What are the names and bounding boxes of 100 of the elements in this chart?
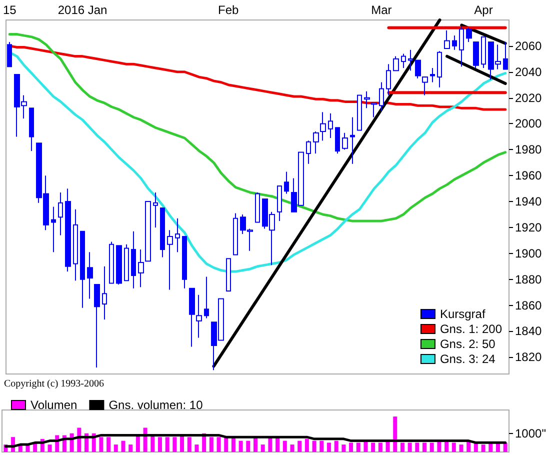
y-tick-label: 2040 (515, 64, 542, 79)
candlestick (277, 185, 282, 222)
candlestick (284, 171, 289, 194)
candlestick (481, 36, 486, 68)
bar (260, 444, 265, 452)
bar (128, 444, 133, 452)
y-tick-label: 1920 (515, 220, 542, 234)
candlestick (58, 192, 63, 236)
bar (334, 440, 338, 452)
candlestick (175, 218, 180, 253)
candlestick (452, 35, 457, 50)
candlestick (422, 76, 428, 96)
y-tick-label: 2000 (515, 116, 542, 131)
bar (415, 442, 420, 452)
bar (304, 438, 309, 452)
legend-label: Volumen (30, 398, 78, 412)
candlestick (350, 116, 355, 164)
bar (430, 442, 434, 452)
y-tick-label: 1900 (515, 246, 542, 260)
y-tick-label: 1860 (515, 298, 542, 312)
candlestick (87, 252, 93, 300)
bar (320, 440, 324, 452)
bar (378, 442, 382, 452)
x-tick-label: Apr (474, 3, 493, 17)
candlestick (102, 266, 107, 320)
bar (114, 444, 118, 452)
bar (99, 437, 104, 452)
bar (356, 442, 360, 452)
bar (216, 437, 221, 452)
legend-label: Gns. volumen: 10 (108, 398, 204, 412)
candlestick (153, 192, 158, 228)
candlestick (80, 230, 85, 308)
bar (165, 437, 170, 452)
bar (459, 444, 464, 452)
bar (121, 440, 126, 452)
candlestick (226, 258, 231, 292)
candlestick (160, 208, 165, 258)
candlestick (94, 284, 100, 368)
candlestick (342, 132, 348, 150)
candlestick (73, 208, 78, 282)
bar (312, 440, 316, 452)
candlestick (459, 26, 464, 68)
candlestick (408, 49, 413, 72)
y-tick-label: 1820 (515, 350, 542, 364)
x-tick-label: Feb (218, 3, 239, 17)
candlestick (196, 294, 202, 338)
candlestick (393, 56, 399, 72)
line-series (8, 33, 507, 222)
bar (371, 442, 376, 452)
legend-label: Kursgraf (440, 307, 486, 321)
bar (224, 437, 228, 452)
bar (48, 444, 52, 452)
bar (209, 437, 214, 452)
candlestick (167, 230, 173, 290)
x-tick-label: 15 (2, 3, 17, 17)
bar (481, 444, 486, 452)
bar (150, 435, 155, 452)
candlestick (124, 244, 129, 282)
candlestick (320, 112, 326, 142)
bar (393, 416, 398, 452)
candlestick (109, 241, 114, 284)
candlestick (131, 230, 136, 289)
candlestick (503, 42, 508, 70)
candlestick (7, 42, 12, 68)
candlestick (466, 27, 472, 43)
candlestick (233, 212, 238, 256)
y-tick-label: 1000" (515, 426, 546, 440)
bar (194, 444, 199, 452)
legend-label: Gns. 1: 200 (440, 322, 502, 336)
bar (246, 440, 250, 452)
candlestick (145, 201, 151, 262)
candlestick (65, 188, 71, 272)
legend-label: Gns. 3: 24 (440, 352, 496, 366)
candlestick (379, 82, 384, 112)
bar (326, 442, 331, 452)
candlestick (138, 249, 144, 288)
bar (342, 444, 346, 452)
y-tick-label: 1880 (515, 272, 542, 286)
bar (180, 435, 184, 452)
candlestick (430, 67, 435, 83)
bar (452, 442, 456, 452)
bar (172, 437, 177, 452)
y-tick-label: 1960 (515, 168, 542, 183)
candlestick (182, 236, 187, 289)
candlestick (328, 112, 333, 138)
candlestick (473, 42, 479, 68)
y-tick-label: 1940 (515, 194, 542, 209)
candlestick (51, 206, 56, 253)
candlestick (189, 288, 195, 348)
x-tick-label: 2016 Jan (58, 3, 108, 17)
candlestick (444, 30, 450, 50)
candlestick (386, 64, 391, 96)
text: Copyright (c) 1993-2006 (4, 378, 104, 390)
candlestick (313, 131, 319, 154)
bar (158, 437, 162, 452)
bar (187, 437, 192, 452)
y-tick-label: 2020 (515, 90, 542, 105)
bar (298, 440, 302, 452)
bar (282, 440, 287, 452)
y-tick-label: 2060 (515, 38, 542, 53)
